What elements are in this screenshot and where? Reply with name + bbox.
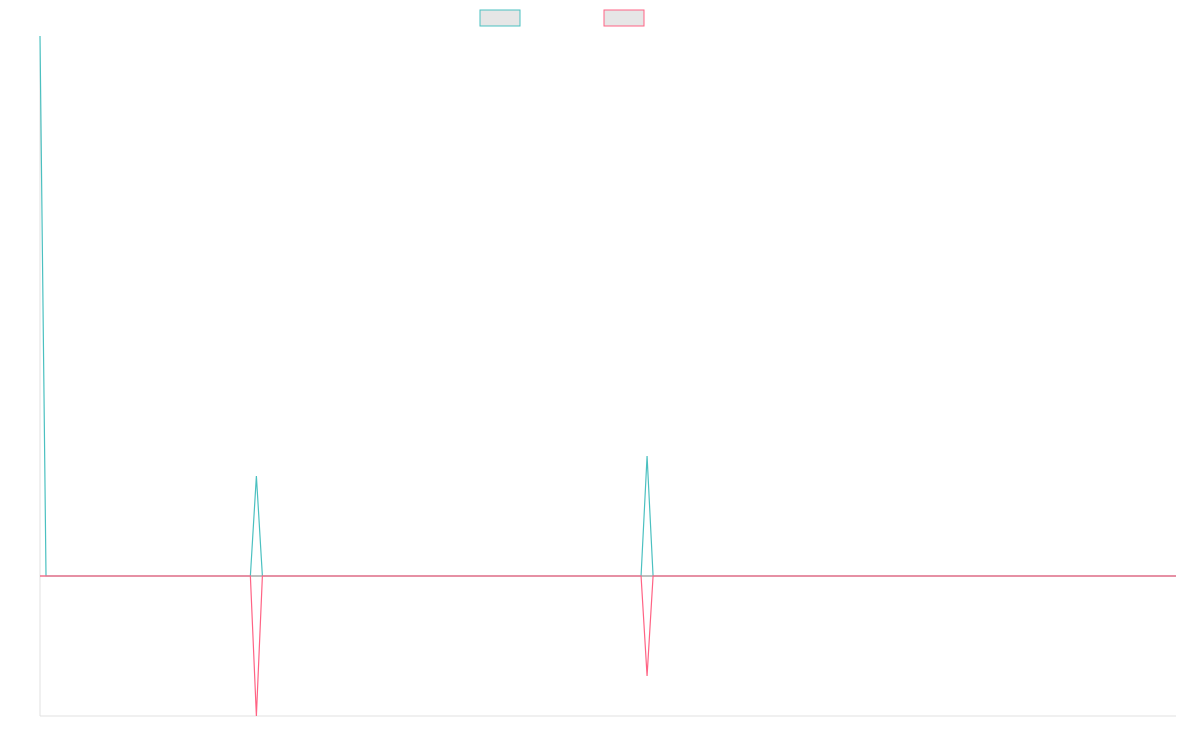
legend-swatch[interactable] (603, 9, 645, 27)
legend-swatch[interactable] (479, 9, 521, 27)
series-line (40, 575, 1176, 717)
series-line (39, 35, 1176, 577)
